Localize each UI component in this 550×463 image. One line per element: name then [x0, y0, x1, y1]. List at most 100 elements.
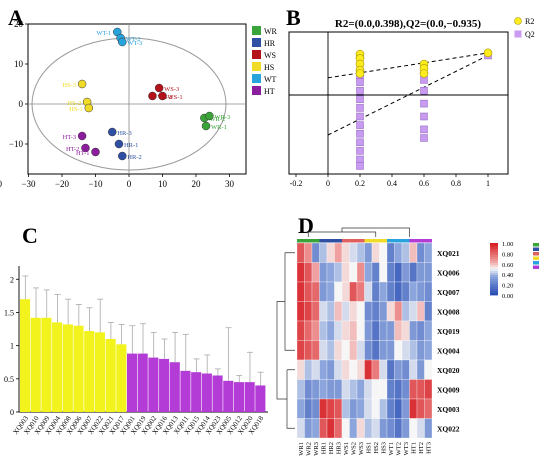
bar [212, 375, 223, 412]
colorbar-step [490, 293, 498, 296]
colorbar-step [490, 273, 498, 276]
pca-point-label: HS-3 [62, 82, 76, 89]
heatmap-cell [349, 242, 358, 263]
heatmap-cell [311, 418, 320, 439]
group-bar-segment [387, 239, 410, 243]
heatmap-cell [356, 320, 365, 341]
panel-d-dendrogram [276, 227, 410, 429]
heatmap-cell [304, 242, 313, 263]
pca-point-label: HR-2 [127, 154, 141, 161]
heatmap-cell [371, 379, 380, 400]
column-label: WR3 [313, 442, 320, 456]
heatmap-cell [424, 281, 433, 302]
heatmap-cell [326, 301, 335, 322]
panel-a-letter: A [8, 5, 24, 30]
pca-point [154, 83, 164, 93]
x-tick-label: 30 [225, 179, 235, 189]
heatmap-cell [304, 301, 313, 322]
legend-swatch [252, 38, 261, 47]
heatmap-cell [394, 320, 403, 341]
heatmap-cell [319, 262, 328, 283]
pca-point [77, 79, 87, 89]
colorbar-step [490, 255, 498, 258]
heatmap-cell [401, 418, 410, 439]
heatmap-cell [311, 262, 320, 283]
panel-b-permutation-test: B R2=(0.0,0.398),Q2=(0.0,−0.935) -0.2 0 0.… [286, 5, 535, 188]
q2-point [356, 147, 364, 155]
heatmap-cell [416, 262, 425, 283]
row-label: XQ008 [437, 307, 460, 316]
panel-b-x-axis: -0.2 0 0.2 0.4 0.6 0.8 1 [290, 174, 490, 188]
heatmap-cell [334, 320, 343, 341]
x-tick-label: 10 [158, 179, 168, 189]
colorbar-step [490, 253, 498, 256]
heatmap-cell [386, 262, 395, 283]
colorbar-step [490, 245, 498, 248]
heatmap-cell [371, 359, 380, 380]
x-tick-label: −30 [21, 179, 36, 189]
legend-label: R2 [525, 17, 534, 26]
heatmap-cell [296, 281, 305, 302]
heatmap-cell [416, 398, 425, 419]
column-label: HS3 [380, 442, 387, 454]
panel-b-regression-lines [327, 52, 489, 136]
colorbar-step [490, 279, 498, 282]
heatmap-cell [319, 301, 328, 322]
heatmap-cell [409, 320, 418, 341]
pca-point-label: WR-1 [211, 124, 227, 131]
panel-c-x-axis: XQ003XQ010XQ009XQ004XQ008XQ006XQ007XQ022… [12, 414, 266, 436]
pca-point [77, 131, 87, 141]
y-tick-label: 0 [19, 99, 24, 109]
y-tick-label: 1.5 [4, 308, 14, 317]
heatmap-cell [296, 418, 305, 439]
heatmap-cell [356, 398, 365, 419]
heatmap-cell [334, 262, 343, 283]
q2-point [356, 155, 364, 164]
heatmap-cell [394, 340, 403, 361]
heatmap-cell [424, 262, 433, 283]
heatmap-cell [409, 418, 418, 439]
bar [84, 331, 95, 412]
heatmap-cell [311, 301, 320, 322]
column-label: HS1 [365, 442, 372, 454]
colorbar-label: 1.00 [502, 241, 513, 248]
heatmap-cell [379, 418, 388, 439]
heatmap-cell [319, 359, 328, 380]
heatmap-cell [401, 320, 410, 341]
heatmap-cell [364, 379, 373, 400]
heatmap-cell [409, 281, 418, 302]
heatmap-cell [386, 340, 395, 361]
heatmap-cell [319, 340, 328, 361]
q2-point [356, 95, 364, 104]
heatmap-cell [424, 418, 433, 439]
pca-point [81, 143, 90, 153]
heatmap-cell [386, 281, 395, 302]
x-tick-label: -0.2 [290, 179, 303, 188]
r2-point [483, 48, 493, 58]
heatmap-cell [394, 242, 403, 263]
bar [126, 353, 138, 412]
heatmap-cell [319, 320, 328, 341]
heatmap-cell [409, 340, 418, 361]
heatmap-cell [401, 242, 410, 263]
heatmap-cell [394, 398, 403, 419]
heatmap-cell [356, 301, 365, 322]
heatmap-cell [326, 320, 335, 341]
heatmap-cell [341, 359, 350, 380]
panel-a-points: WT-1 WT-2WT-3 HS-3 HS-2HS-1 HR-3 HR-1 HR-2 HT-3… [62, 27, 230, 161]
q2-point [356, 112, 364, 121]
heatmap-cell [364, 320, 373, 341]
heatmap-cell [326, 281, 335, 302]
y-tick-label: 0 [10, 408, 14, 417]
colorbar-step [490, 269, 498, 272]
row-dendrogram [276, 252, 295, 429]
heatmap-cell [401, 340, 410, 361]
heatmap-cell [386, 320, 395, 341]
heatmap-cell [401, 359, 410, 380]
row-label: XQ021 [437, 249, 460, 258]
r2-regression-line [327, 52, 489, 79]
group-legend-swatch [533, 243, 539, 247]
heatmap-cell [364, 398, 373, 419]
bar [116, 344, 127, 412]
